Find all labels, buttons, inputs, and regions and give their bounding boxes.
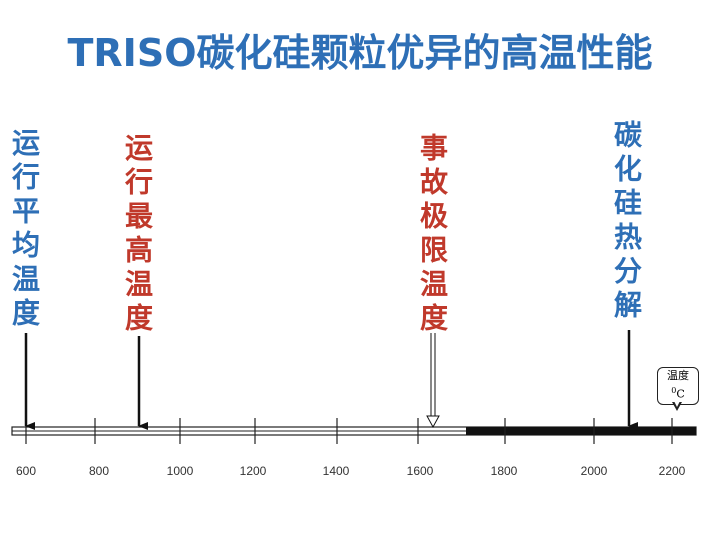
unit-title: 温度 — [667, 369, 689, 382]
tick-label-600: 600 — [15, 464, 37, 478]
tick-label-1000: 1000 — [166, 464, 194, 478]
tick-label-1800: 1800 — [490, 464, 518, 478]
tick-label-1200: 1200 — [239, 464, 267, 478]
marker-arrow-accident-limit — [426, 333, 440, 429]
unit-callout: 温度 0C — [657, 367, 699, 405]
marker-label-accident-limit: 事故极限温度 — [416, 133, 449, 337]
unit-callout-tail-fill — [674, 401, 680, 407]
tick-label-1600: 1600 — [406, 464, 434, 478]
unit-symbol: 0C — [671, 386, 685, 401]
marker-label-operating-max: 运行最高温度 — [121, 133, 154, 337]
tick-label-800: 800 — [88, 464, 110, 478]
tick-label-2000: 2000 — [580, 464, 608, 478]
axis-bar-high-range — [466, 427, 696, 435]
marker-label-sic-decomposition: 碳化硅热分解 — [610, 120, 643, 324]
page-title: TRISO碳化硅颗粒优异的高温性能 — [67, 31, 653, 75]
tick-label-2200: 2200 — [658, 464, 686, 478]
tick-label-1400: 1400 — [322, 464, 350, 478]
marker-label-operating-average: 运行平均温度 — [8, 128, 41, 332]
axis-ticks — [25, 418, 673, 444]
